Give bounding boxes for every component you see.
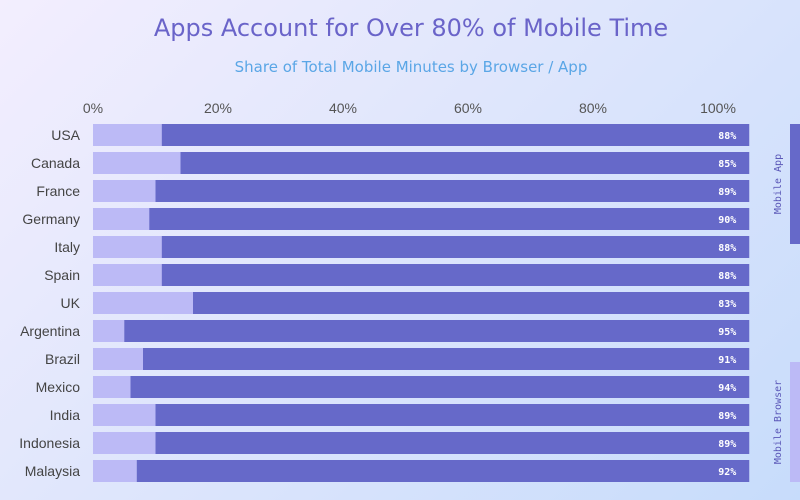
legend-swatch-mobile-app bbox=[790, 124, 800, 244]
bar-mobile-app bbox=[136, 460, 750, 482]
data-label: 92% bbox=[718, 467, 736, 478]
category-label: Spain bbox=[44, 267, 80, 283]
bar-mobile-app bbox=[155, 432, 750, 454]
bar-mobile-browser bbox=[93, 376, 131, 398]
data-label: 83% bbox=[718, 299, 736, 310]
data-label: 90% bbox=[718, 215, 736, 226]
legend-label-mobile-app: Mobile App bbox=[773, 154, 784, 214]
chart-title: Apps Account for Over 80% of Mobile Time bbox=[153, 14, 669, 42]
x-tick-label: 20% bbox=[204, 100, 232, 116]
category-label: Malaysia bbox=[25, 463, 80, 479]
category-label: USA bbox=[51, 127, 80, 143]
category-label: Brazil bbox=[45, 351, 80, 367]
bar-mobile-browser bbox=[93, 404, 156, 426]
bar-mobile-browser bbox=[93, 432, 156, 454]
data-label: 89% bbox=[718, 411, 736, 422]
bar-mobile-browser bbox=[93, 236, 162, 258]
x-tick-label: 40% bbox=[329, 100, 357, 116]
category-label: India bbox=[50, 407, 81, 423]
bar-mobile-browser bbox=[93, 348, 143, 370]
bar-mobile-browser bbox=[93, 152, 181, 174]
category-label: Argentina bbox=[20, 323, 80, 339]
legend-swatch-mobile-browser bbox=[790, 362, 800, 482]
data-label: 91% bbox=[718, 355, 736, 366]
data-label: 95% bbox=[718, 327, 736, 338]
x-tick-label: 100% bbox=[700, 100, 736, 116]
category-label: UK bbox=[61, 295, 81, 311]
category-label: Italy bbox=[54, 239, 80, 255]
data-label: 88% bbox=[718, 271, 736, 282]
category-label: Canada bbox=[31, 155, 80, 171]
x-tick-label: 60% bbox=[454, 100, 482, 116]
bar-mobile-browser bbox=[93, 264, 162, 286]
bar-mobile-app bbox=[161, 124, 750, 146]
bar-mobile-browser bbox=[93, 460, 137, 482]
bar-mobile-app bbox=[149, 208, 750, 230]
bar-mobile-browser bbox=[93, 180, 156, 202]
x-tick-label: 80% bbox=[579, 100, 607, 116]
bar-mobile-app bbox=[193, 292, 750, 314]
category-label: France bbox=[36, 183, 80, 199]
data-label: 85% bbox=[718, 159, 736, 170]
bar-mobile-app bbox=[130, 376, 750, 398]
bar-mobile-browser bbox=[93, 208, 150, 230]
bar-mobile-app bbox=[155, 404, 750, 426]
bar-mobile-browser bbox=[93, 320, 125, 342]
x-tick-label: 0% bbox=[83, 100, 103, 116]
bar-mobile-app bbox=[124, 320, 750, 342]
data-label: 89% bbox=[718, 187, 736, 198]
bar-mobile-app bbox=[180, 152, 750, 174]
data-label: 94% bbox=[718, 383, 736, 394]
category-label: Indonesia bbox=[19, 435, 80, 451]
bar-mobile-app bbox=[161, 236, 750, 258]
chart-subtitle: Share of Total Mobile Minutes by Browser… bbox=[234, 58, 588, 76]
legend-label-mobile-browser: Mobile Browser bbox=[773, 380, 784, 464]
bar-mobile-app bbox=[161, 264, 750, 286]
category-label: Germany bbox=[22, 211, 80, 227]
data-label: 89% bbox=[718, 439, 736, 450]
bar-mobile-app bbox=[143, 348, 750, 370]
bar-mobile-app bbox=[155, 180, 750, 202]
data-label: 88% bbox=[718, 131, 736, 142]
category-label: Mexico bbox=[36, 379, 81, 395]
data-label: 88% bbox=[718, 243, 736, 254]
bar-mobile-browser bbox=[93, 124, 162, 146]
bar-mobile-browser bbox=[93, 292, 193, 314]
